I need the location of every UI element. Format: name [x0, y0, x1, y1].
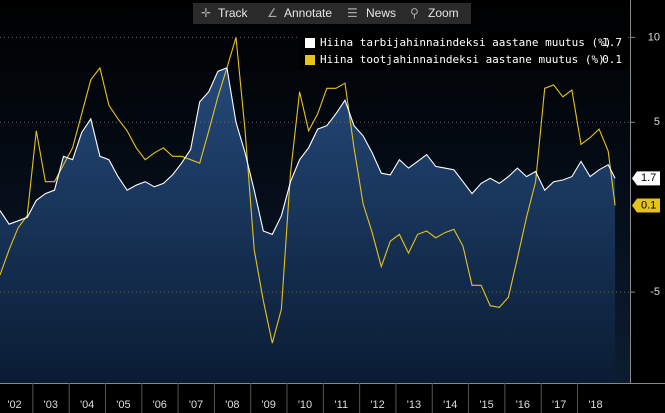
y-tick-label: 5 — [654, 116, 660, 128]
news-icon: ☰ — [347, 6, 358, 20]
last-value-label: 0.1 — [641, 199, 656, 211]
x-tick-label: '16 — [516, 399, 530, 411]
legend-value: 0.1 — [602, 53, 622, 66]
x-tick-label: '03 — [44, 399, 58, 411]
x-tick-label: '10 — [298, 399, 312, 411]
x-tick-label: '05 — [116, 399, 130, 411]
x-tick-label: '17 — [552, 399, 566, 411]
legend-bg — [300, 33, 628, 70]
toolbar: ✛ Track ∠ Annotate ☰ News ⚲ Zoom — [193, 3, 471, 24]
x-tick-label: '07 — [189, 399, 203, 411]
annotate-button[interactable]: Annotate — [284, 6, 332, 20]
x-tick-label: '04 — [80, 399, 94, 411]
x-tick-label: '06 — [153, 399, 167, 411]
line — [0, 37, 616, 344]
annotate-icon: ∠ — [267, 6, 278, 20]
track-icon: ✛ — [201, 6, 211, 20]
y-tick-label: 10 — [648, 31, 660, 43]
legend-swatch — [305, 38, 315, 48]
x-tick-label: '02 — [7, 399, 21, 411]
x-tick-label: '13 — [407, 399, 421, 411]
legend-label: Hiina tarbijahinnaindeksi aastane muutus… — [320, 36, 611, 49]
x-tick-label: '08 — [225, 399, 239, 411]
zoom-icon: ⚲ — [410, 6, 419, 20]
line — [0, 67, 616, 236]
legend-label: Hiina tootjahinnaindeksi aastane muutus … — [320, 53, 605, 66]
x-tick-label: '14 — [443, 399, 457, 411]
last-value-badge — [632, 171, 660, 186]
y-tick-label: -5 — [650, 286, 660, 298]
x-tick-label: '12 — [370, 399, 384, 411]
legend-value: 1.7 — [602, 36, 622, 49]
news-button[interactable]: News — [366, 6, 396, 20]
area — [0, 67, 616, 384]
zoom-button[interactable]: Zoom — [428, 6, 459, 20]
x-tick-label: '11 — [335, 399, 349, 411]
x-tick-label: '18 — [588, 399, 602, 411]
legend-swatch — [305, 55, 315, 65]
last-value-label: 1.7 — [641, 172, 656, 184]
last-value-badge — [632, 198, 660, 213]
x-tick-label: '15 — [479, 399, 493, 411]
track-button[interactable]: Track — [218, 6, 249, 20]
x-tick-label: '09 — [262, 399, 276, 411]
legend: Hiina tarbijahinnaindeksi aastane muutus… — [300, 33, 628, 70]
toolbar-bg — [193, 3, 471, 24]
